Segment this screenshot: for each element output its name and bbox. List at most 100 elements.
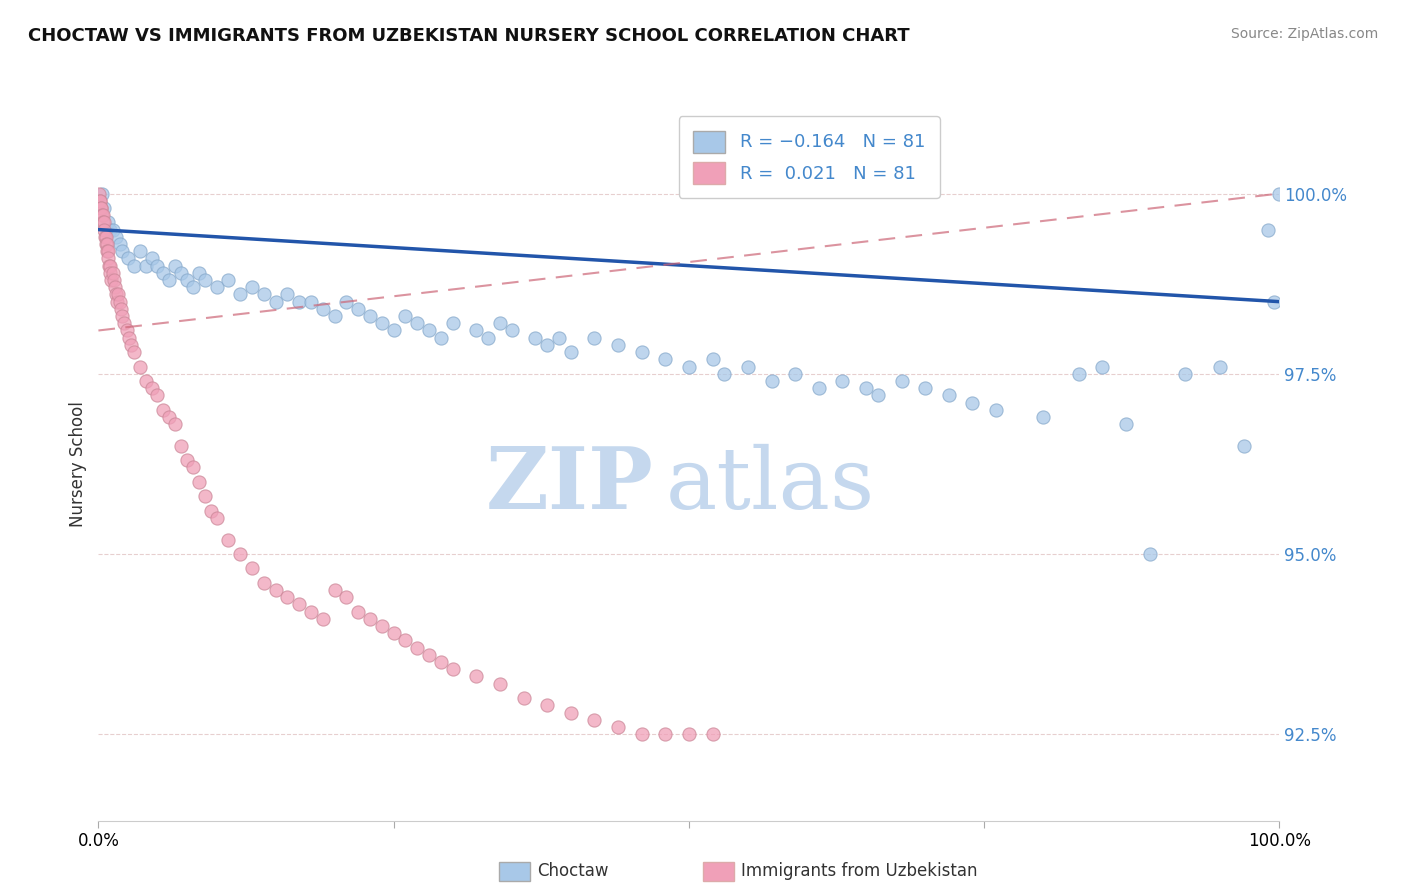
Point — [122, 345, 145, 359]
Point — [101, 222, 124, 236]
Text: Source: ZipAtlas.com: Source: ZipAtlas.com — [1230, 27, 1378, 41]
Point — [630, 727, 652, 741]
Point — [101, 266, 124, 280]
Point — [1209, 359, 1232, 374]
Point — [465, 669, 488, 683]
Point — [93, 201, 115, 215]
Point — [194, 273, 217, 287]
Point — [312, 301, 335, 316]
Point — [128, 244, 150, 259]
Point — [560, 706, 582, 720]
Point — [91, 215, 114, 229]
Point — [1174, 367, 1197, 381]
Point — [98, 266, 121, 280]
Text: ZIP: ZIP — [485, 443, 654, 527]
Point — [187, 475, 209, 489]
Point — [536, 338, 558, 352]
Point — [157, 409, 180, 424]
Point — [406, 316, 429, 330]
Point — [914, 381, 936, 395]
Point — [962, 395, 984, 409]
Point — [264, 582, 287, 597]
Point — [240, 280, 263, 294]
Point — [312, 612, 335, 626]
Text: atlas: atlas — [665, 443, 875, 527]
Point — [165, 417, 187, 432]
Point — [87, 186, 110, 201]
Point — [128, 359, 150, 374]
Point — [347, 605, 370, 619]
Point — [135, 259, 157, 273]
Point — [118, 331, 141, 345]
Point — [938, 388, 960, 402]
Point — [288, 598, 311, 612]
Point — [418, 648, 440, 662]
Point — [93, 215, 115, 229]
Point — [371, 619, 394, 633]
Point — [371, 316, 394, 330]
Point — [465, 324, 488, 338]
Point — [170, 266, 193, 280]
Point — [110, 301, 132, 316]
Point — [181, 280, 204, 294]
Point — [217, 533, 239, 547]
Point — [229, 547, 252, 561]
Point — [176, 273, 198, 287]
Point — [98, 259, 121, 273]
Point — [205, 280, 228, 294]
Point — [441, 316, 464, 330]
Point — [630, 345, 652, 359]
Point — [524, 331, 547, 345]
Point — [394, 633, 416, 648]
Point — [406, 640, 429, 655]
Point — [560, 345, 582, 359]
Point — [702, 727, 724, 741]
Point — [97, 244, 120, 259]
Point — [807, 381, 830, 395]
Text: CHOCTAW VS IMMIGRANTS FROM UZBEKISTAN NURSERY SCHOOL CORRELATION CHART: CHOCTAW VS IMMIGRANTS FROM UZBEKISTAN NU… — [28, 27, 910, 45]
Point — [855, 381, 877, 395]
Point — [122, 259, 145, 273]
Point — [194, 489, 217, 503]
Text: Choctaw: Choctaw — [537, 863, 609, 880]
Point — [276, 590, 298, 604]
Point — [607, 338, 630, 352]
Point — [112, 316, 135, 330]
Point — [1091, 359, 1114, 374]
Point — [111, 309, 134, 323]
Point — [98, 222, 121, 236]
Point — [111, 244, 134, 259]
Point — [157, 273, 180, 287]
Point — [477, 331, 499, 345]
Point — [146, 259, 169, 273]
Point — [890, 374, 912, 388]
Point — [430, 331, 453, 345]
Point — [104, 280, 127, 294]
Point — [108, 294, 131, 309]
Point — [97, 215, 120, 229]
Point — [430, 655, 453, 669]
Point — [761, 374, 783, 388]
Point — [91, 208, 114, 222]
Point — [94, 237, 117, 252]
Point — [170, 439, 193, 453]
Point — [146, 388, 169, 402]
Point — [107, 287, 129, 301]
Point — [536, 698, 558, 713]
Point — [229, 287, 252, 301]
Point — [299, 294, 322, 309]
Point — [141, 252, 163, 266]
Point — [548, 331, 571, 345]
Point — [276, 287, 298, 301]
Point — [240, 561, 263, 575]
Point — [253, 287, 276, 301]
Point — [654, 352, 676, 367]
Point — [96, 244, 118, 259]
Point — [97, 252, 120, 266]
Point — [678, 727, 700, 741]
Point — [117, 252, 139, 266]
Point — [359, 309, 381, 323]
Point — [489, 316, 512, 330]
Point — [93, 222, 115, 236]
Point — [1257, 222, 1279, 236]
